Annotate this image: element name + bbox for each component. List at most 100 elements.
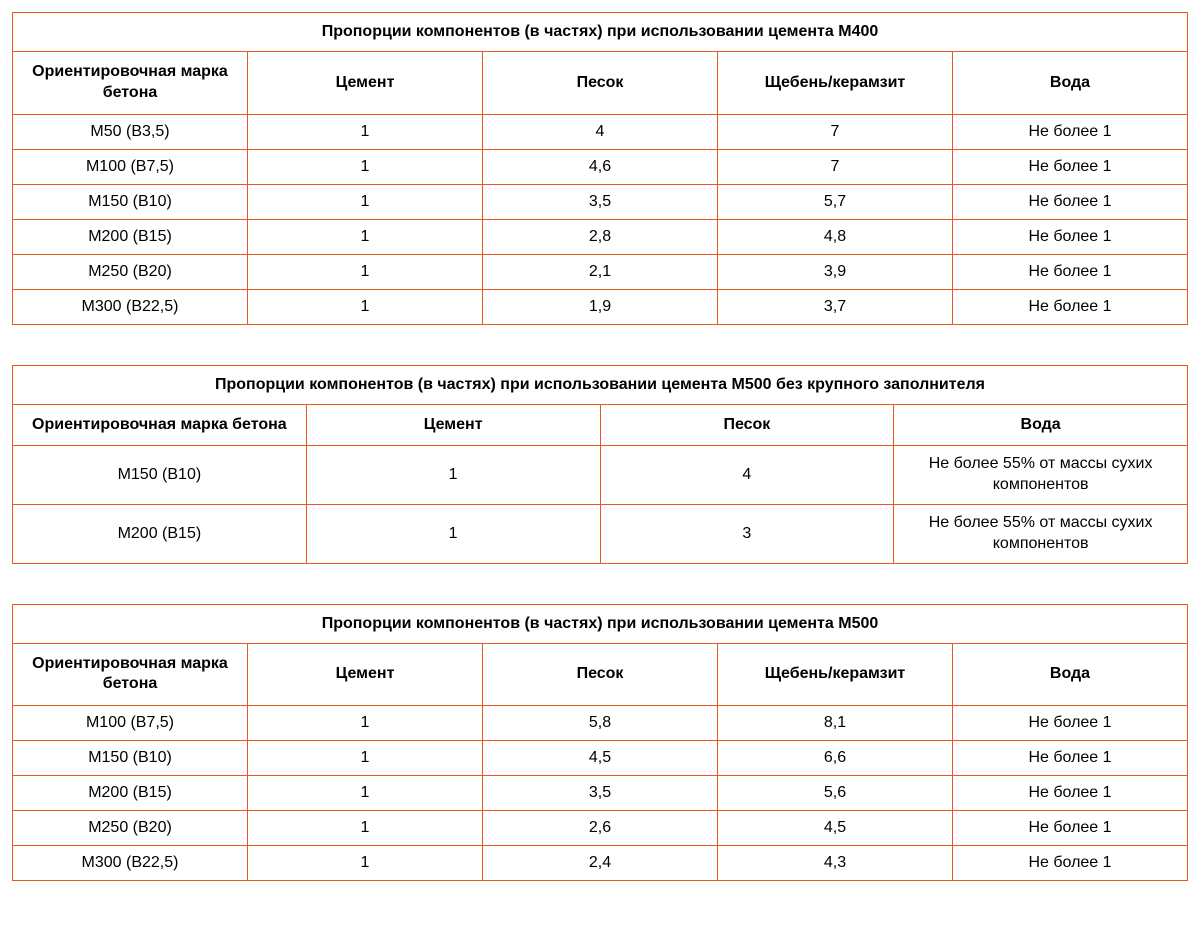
cell: Не более 1 [953, 846, 1188, 881]
proportions-table-m500: Пропорции компонентов (в частях) при исп… [12, 604, 1188, 882]
cell: М250 (В20) [13, 254, 248, 289]
column-header: Щебень/керамзит [718, 643, 953, 706]
cell: 4,3 [718, 846, 953, 881]
cell: 7 [718, 149, 953, 184]
table-row: М150 (В10) 1 3,5 5,7 Не более 1 [13, 184, 1188, 219]
cell: 1 [306, 504, 600, 563]
cell: 1 [248, 811, 483, 846]
cell: 2,8 [483, 219, 718, 254]
table-row: М250 (В20) 1 2,6 4,5 Не более 1 [13, 811, 1188, 846]
cell: 5,7 [718, 184, 953, 219]
table-header-row: Ориентировочная марка бетона Цемент Песо… [13, 643, 1188, 706]
cell: 4 [600, 446, 894, 505]
cell: 1 [248, 741, 483, 776]
cell: М100 (В7,5) [13, 149, 248, 184]
cell: 1 [248, 846, 483, 881]
table-caption: Пропорции компонентов (в частях) при исп… [13, 604, 1188, 643]
table-caption: Пропорции компонентов (в частях) при исп… [13, 13, 1188, 52]
cell: 4,6 [483, 149, 718, 184]
cell: 1 [248, 184, 483, 219]
cell: М200 (В15) [13, 776, 248, 811]
cell: 1 [248, 776, 483, 811]
column-header: Цемент [248, 52, 483, 115]
table-row: М200 (В15) 1 3,5 5,6 Не более 1 [13, 776, 1188, 811]
cell: Не более 1 [953, 114, 1188, 149]
table-row: М100 (В7,5) 1 5,8 8,1 Не более 1 [13, 706, 1188, 741]
column-header: Щебень/керамзит [718, 52, 953, 115]
cell: 3,7 [718, 289, 953, 324]
cell: 2,6 [483, 811, 718, 846]
cell: 4,8 [718, 219, 953, 254]
column-header: Вода [894, 404, 1188, 446]
cell: 3,5 [483, 776, 718, 811]
cell: 2,4 [483, 846, 718, 881]
cell: 6,6 [718, 741, 953, 776]
cell: 3 [600, 504, 894, 563]
cell: Не более 1 [953, 149, 1188, 184]
cell: М150 (В10) [13, 741, 248, 776]
cell: Не более 1 [953, 219, 1188, 254]
cell: Не более 1 [953, 184, 1188, 219]
proportions-table-m500-no-aggregate: Пропорции компонентов (в частях) при исп… [12, 365, 1188, 564]
cell: М150 (В10) [13, 446, 307, 505]
cell: 1 [306, 446, 600, 505]
cell: Не более 1 [953, 741, 1188, 776]
cell: Не более 1 [953, 706, 1188, 741]
column-header: Цемент [306, 404, 600, 446]
cell: М300 (В22,5) [13, 289, 248, 324]
cell: Не более 55% от массы сухих компонентов [894, 446, 1188, 505]
cell: 3,5 [483, 184, 718, 219]
cell: 7 [718, 114, 953, 149]
column-header: Ориентировочная марка бетона [13, 643, 248, 706]
cell: Не более 1 [953, 776, 1188, 811]
table-row: М100 (В7,5) 1 4,6 7 Не более 1 [13, 149, 1188, 184]
table-row: М50 (В3,5) 1 4 7 Не более 1 [13, 114, 1188, 149]
table-caption-row: Пропорции компонентов (в частях) при исп… [13, 604, 1188, 643]
table-header-row: Ориентировочная марка бетона Цемент Песо… [13, 404, 1188, 446]
cell: 4,5 [718, 811, 953, 846]
cell: 1 [248, 289, 483, 324]
table-row: М150 (В10) 1 4,5 6,6 Не более 1 [13, 741, 1188, 776]
cell: 4 [483, 114, 718, 149]
cell: М100 (В7,5) [13, 706, 248, 741]
column-header: Вода [953, 52, 1188, 115]
cell: 8,1 [718, 706, 953, 741]
cell: 2,1 [483, 254, 718, 289]
table-caption-row: Пропорции компонентов (в частях) при исп… [13, 365, 1188, 404]
cell: М250 (В20) [13, 811, 248, 846]
column-header: Песок [483, 52, 718, 115]
cell: 1 [248, 219, 483, 254]
cell: 1,9 [483, 289, 718, 324]
column-header: Песок [483, 643, 718, 706]
table-caption: Пропорции компонентов (в частях) при исп… [13, 365, 1188, 404]
cell: 4,5 [483, 741, 718, 776]
column-header: Цемент [248, 643, 483, 706]
table-row: М300 (В22,5) 1 2,4 4,3 Не более 1 [13, 846, 1188, 881]
cell: 1 [248, 254, 483, 289]
table-row: М250 (В20) 1 2,1 3,9 Не более 1 [13, 254, 1188, 289]
cell: М50 (В3,5) [13, 114, 248, 149]
cell: 5,8 [483, 706, 718, 741]
cell: 5,6 [718, 776, 953, 811]
cell: 1 [248, 149, 483, 184]
cell: М150 (В10) [13, 184, 248, 219]
table-row: М150 (В10) 1 4 Не более 55% от массы сух… [13, 446, 1188, 505]
cell: Не более 55% от массы сухих компонентов [894, 504, 1188, 563]
cell: Не более 1 [953, 254, 1188, 289]
table-row: М300 (В22,5) 1 1,9 3,7 Не более 1 [13, 289, 1188, 324]
table-row: М200 (В15) 1 2,8 4,8 Не более 1 [13, 219, 1188, 254]
proportions-table-m400: Пропорции компонентов (в частях) при исп… [12, 12, 1188, 325]
cell: Не более 1 [953, 811, 1188, 846]
table-header-row: Ориентировочная марка бетона Цемент Песо… [13, 52, 1188, 115]
table-caption-row: Пропорции компонентов (в частях) при исп… [13, 13, 1188, 52]
cell: Не более 1 [953, 289, 1188, 324]
cell: 1 [248, 114, 483, 149]
column-header: Ориентировочная марка бетона [13, 404, 307, 446]
cell: М300 (В22,5) [13, 846, 248, 881]
cell: 1 [248, 706, 483, 741]
column-header: Вода [953, 643, 1188, 706]
cell: М200 (В15) [13, 504, 307, 563]
cell: 3,9 [718, 254, 953, 289]
table-row: М200 (В15) 1 3 Не более 55% от массы сух… [13, 504, 1188, 563]
column-header: Ориентировочная марка бетона [13, 52, 248, 115]
